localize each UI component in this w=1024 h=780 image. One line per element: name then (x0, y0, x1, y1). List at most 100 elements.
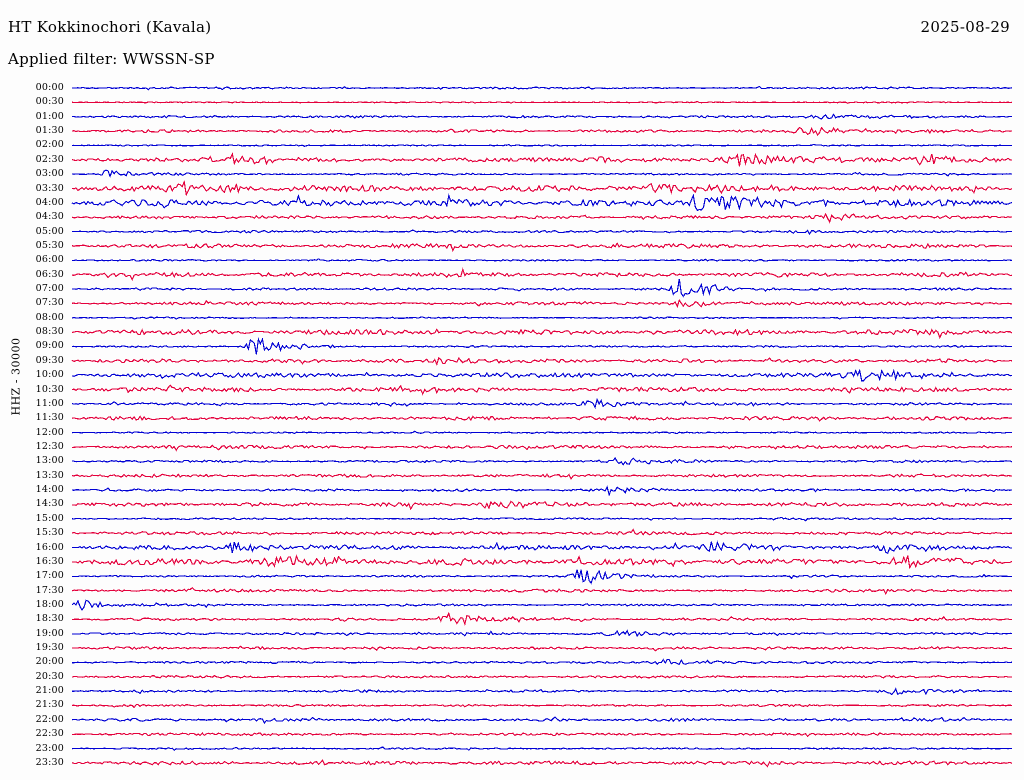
time-tick-label: 22:00 (35, 713, 64, 725)
seismogram-trace (71, 611, 1013, 627)
time-tick-label: 17:00 (35, 570, 64, 582)
seismogram-trace (71, 629, 1013, 638)
seismogram-trace (71, 278, 1013, 298)
seismogram-trace (71, 356, 1013, 367)
time-tick-label: 13:00 (35, 455, 64, 467)
time-tick-label: 12:30 (35, 441, 64, 452)
seismogram-trace (71, 316, 1013, 320)
seismogram-trace (71, 599, 1013, 612)
seismogram-trace (71, 457, 1013, 466)
time-tick-label: 07:30 (35, 297, 64, 309)
time-tick-label: 08:30 (35, 326, 64, 338)
time-tick-label: 14:00 (35, 484, 64, 496)
time-tick-label: 17:30 (35, 584, 64, 596)
seismogram-trace (71, 100, 1013, 104)
time-tick-label: 23:30 (35, 756, 64, 768)
time-tick-label: 13:30 (35, 469, 64, 481)
seismogram-trace (71, 267, 1013, 281)
time-tick-label: 01:00 (35, 110, 64, 122)
time-tick-label: 16:30 (35, 555, 64, 567)
time-tick-label: 16:00 (35, 541, 64, 553)
time-tick-label: 02:00 (35, 139, 64, 151)
seismogram-trace (71, 430, 1013, 435)
time-tick-label: 18:00 (35, 598, 64, 610)
time-tick-label: 10:00 (35, 369, 64, 381)
seismogram-trace (71, 645, 1013, 652)
date-label: 2025-08-29 (920, 18, 1010, 36)
seismogram-trace (71, 444, 1013, 452)
time-tick-label: 04:30 (35, 211, 64, 223)
applied-filter-label: Applied filter: WWSSN-SP (8, 50, 215, 68)
seismogram-trace (71, 193, 1013, 212)
time-tick-label: 14:30 (35, 498, 64, 510)
time-tick-label: 09:30 (35, 354, 64, 366)
time-tick-label: 07:00 (35, 283, 64, 295)
time-tick-label: 19:00 (35, 627, 64, 639)
seismogram-trace (71, 169, 1013, 179)
time-tick-label: 05:30 (35, 239, 64, 251)
time-tick-label: 06:30 (35, 268, 64, 280)
seismogram-trace (71, 384, 1013, 396)
time-tick-label: 11:00 (35, 397, 64, 409)
seismogram-trace (71, 85, 1013, 91)
seismogram-trace (71, 179, 1013, 197)
seismogram-trace (71, 569, 1013, 585)
time-tick-label: 11:30 (35, 412, 64, 424)
seismogram-trace (71, 703, 1013, 709)
seismogram-trace (71, 113, 1013, 120)
seismogram-trace (71, 328, 1013, 340)
seismogram-trace (71, 473, 1013, 481)
seismogram-trace (71, 485, 1013, 497)
seismogram-trace (71, 516, 1013, 522)
seismogram-trace (71, 397, 1013, 409)
time-tick-label: 19:30 (35, 642, 64, 654)
time-tick-label: 15:30 (35, 527, 64, 539)
seismogram-trace (71, 298, 1013, 309)
time-tick-label: 12:00 (35, 426, 64, 438)
seismogram-trace (71, 258, 1013, 262)
seismogram-trace (71, 368, 1013, 382)
seismogram-trace (71, 229, 1013, 236)
time-tick-label: 23:00 (35, 742, 64, 754)
seismogram-trace (71, 687, 1013, 696)
time-tick-label: 02:30 (35, 153, 64, 165)
seismogram-trace (71, 658, 1013, 666)
time-tick-label: 21:00 (35, 685, 64, 697)
seismogram-trace (71, 674, 1013, 679)
time-tick-label: 21:30 (35, 699, 64, 711)
seismogram-trace (71, 242, 1013, 252)
time-tick-label: 20:00 (35, 656, 64, 668)
trace-group (71, 85, 1013, 768)
seismogram-trace (71, 716, 1013, 724)
time-tick-label: 01:30 (35, 125, 64, 137)
time-tick-label: 10:30 (35, 383, 64, 395)
seismogram-trace (71, 143, 1013, 147)
time-tick-label: 09:00 (35, 340, 64, 352)
time-tick-label: 05:00 (35, 225, 64, 237)
seismogram-trace (71, 586, 1013, 595)
seismogram-trace (71, 759, 1013, 768)
seismogram-trace (71, 540, 1013, 554)
time-tick-label: 08:00 (35, 311, 64, 323)
time-tick-label: 00:00 (35, 82, 64, 93)
seismogram-trace (71, 746, 1013, 751)
seismogram-trace (71, 415, 1013, 422)
seismogram-trace (71, 500, 1013, 511)
seismogram-trace (71, 732, 1013, 738)
seismogram-trace (71, 337, 1013, 355)
time-tick-label: 06:00 (35, 254, 64, 266)
time-tick-label: 20:30 (35, 670, 64, 682)
time-tick-label: 18:30 (35, 613, 64, 625)
seismogram-trace (71, 152, 1013, 167)
station-title: HT Kokkinochori (Kavala) (8, 18, 212, 36)
seismogram-trace (71, 554, 1013, 570)
time-tick-label: 00:30 (35, 96, 64, 108)
time-tick-label: 22:30 (35, 728, 64, 740)
seismogram-trace (71, 528, 1013, 536)
time-tick-label: 03:00 (35, 168, 64, 180)
seismogram-trace (71, 126, 1013, 137)
time-tick-label: 03:30 (35, 182, 64, 194)
seismogram-trace (71, 212, 1013, 224)
